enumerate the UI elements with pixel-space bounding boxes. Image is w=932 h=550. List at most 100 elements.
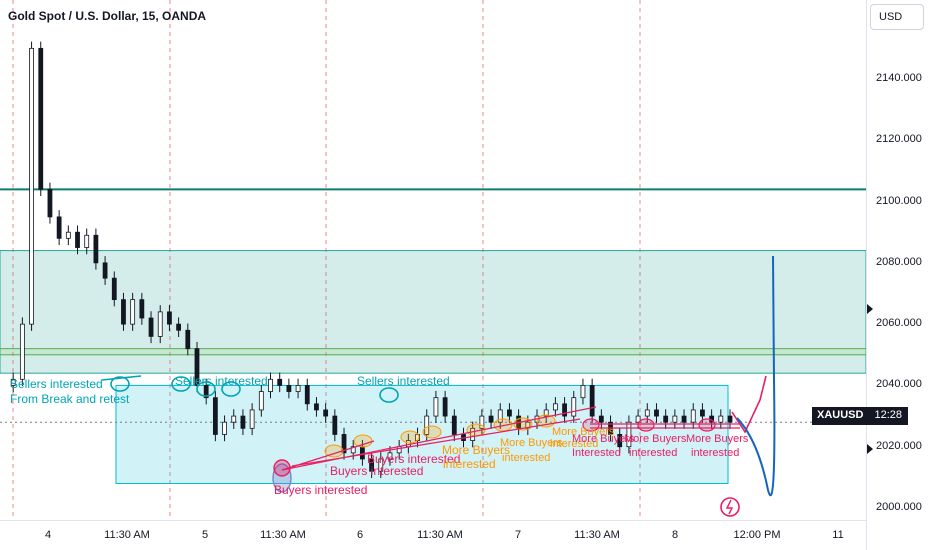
price-tick-label: 2040.000: [876, 378, 922, 391]
candle-body: [84, 234, 90, 248]
currency-selector[interactable]: USD: [870, 4, 924, 30]
price-tick-label: 2060.000: [876, 317, 922, 330]
annotation-label: interested: [443, 457, 496, 471]
candle-body: [295, 385, 301, 392]
price-tick-label: 2140.000: [876, 72, 922, 84]
candle-body: [249, 409, 255, 429]
candle-body: [139, 299, 145, 319]
candle-body: [451, 415, 457, 435]
candle-body: [157, 311, 163, 337]
scroll-arrow-icon[interactable]: [867, 304, 873, 314]
annotation-label: More Buyers: [500, 437, 563, 449]
time-tick-label: 11:30 AM: [260, 529, 306, 541]
annotation-label: More Buyers: [442, 443, 510, 457]
candle-body: [424, 415, 430, 435]
seller-circle: [110, 376, 130, 392]
annotation-label: More Buyers: [552, 426, 615, 438]
buyer-circle: [272, 463, 292, 493]
candle-body: [690, 409, 696, 423]
candle-body: [332, 415, 338, 435]
candle-body: [268, 378, 273, 392]
seller-circle: [171, 376, 191, 392]
candle-body: [65, 231, 71, 239]
candle-body: [479, 415, 485, 429]
buyer-circle: [353, 434, 373, 448]
candle-body: [350, 446, 356, 454]
candle-body: [111, 277, 117, 301]
candle-body: [525, 421, 531, 429]
retest-line: [101, 375, 142, 381]
candles: [10, 41, 733, 478]
candle-body: [552, 403, 558, 411]
seller-circle: [221, 381, 241, 397]
candle-body: [148, 317, 154, 337]
lightning-icon: [725, 499, 734, 515]
candle-body: [222, 421, 227, 435]
annotation-label: Sellers interested: [175, 374, 268, 388]
symbol-label: XAUUSD: [812, 407, 869, 425]
symbol-price-badge: XAUUSD 12:28: [812, 407, 908, 425]
candle-body: [635, 415, 641, 423]
time-axis[interactable]: [0, 520, 866, 550]
candle-body: [102, 262, 108, 279]
candle-body: [56, 216, 62, 239]
candle-body: [672, 415, 678, 423]
supply-zone: [0, 250, 866, 374]
candle-body: [258, 391, 264, 411]
annotation-label: Sellers interested: [357, 374, 450, 388]
annotation-label: From Break and retest: [10, 392, 130, 406]
buyer-circle: [698, 418, 716, 432]
price-label: 12:28: [868, 407, 908, 425]
annotation-label: Sellers interested: [10, 377, 103, 391]
annotation-label: More Buyers: [624, 433, 687, 445]
buyer-circle: [400, 430, 420, 444]
candle-body: [654, 409, 659, 417]
annotation-label: interested: [550, 438, 598, 450]
candle-body: [93, 234, 99, 264]
candle-body: [47, 188, 53, 218]
annotation-label: interested: [502, 452, 550, 464]
annotation-label: Buyers interested: [330, 464, 423, 478]
candle-body: [378, 458, 384, 472]
candle-body: [29, 47, 34, 325]
candle-body: [75, 231, 80, 248]
price-tick-label: 2100.000: [876, 194, 922, 207]
candle-body: [442, 397, 448, 417]
candle-body: [212, 397, 218, 435]
annotation-label: interested: [629, 447, 677, 459]
time-tick-label: 11:30 AM: [417, 529, 463, 541]
time-tick-label: 11:30 AM: [104, 529, 150, 541]
candle-body: [589, 385, 595, 417]
trend-line: [291, 418, 581, 467]
time-tick-label: 6: [356, 529, 364, 541]
candle-body: [369, 458, 374, 472]
chart-title: Gold Spot / U.S. Dollar, 15, OANDA: [8, 9, 207, 23]
candle-body: [286, 385, 292, 392]
candle-body: [700, 409, 705, 417]
time-tick-label: 11: [832, 529, 844, 541]
candle-body: [663, 415, 669, 423]
seller-circle: [196, 381, 216, 397]
candle-body: [185, 329, 191, 350]
time-tick-label: 4: [44, 529, 52, 541]
candle-body: [433, 397, 439, 417]
annotation-label: interested: [691, 447, 739, 459]
scroll-arrow-icon[interactable]: [867, 444, 873, 454]
time-tick-label: 5: [201, 529, 209, 541]
projection-path: [736, 255, 776, 497]
annotation-label: Buyers interested: [274, 483, 367, 497]
candle-body: [571, 397, 577, 417]
candle-body: [341, 434, 347, 454]
candle-body: [727, 415, 733, 423]
seller-circle: [379, 387, 399, 403]
candle-body: [360, 446, 365, 460]
candle-body: [488, 415, 494, 423]
price-axis[interactable]: [866, 0, 932, 550]
candle-body: [176, 323, 182, 331]
candle-body: [507, 409, 512, 417]
candle-body: [19, 323, 25, 380]
flash-icon: [720, 497, 740, 517]
annotation-label: Interested: [572, 447, 621, 459]
candle-body: [130, 299, 136, 325]
